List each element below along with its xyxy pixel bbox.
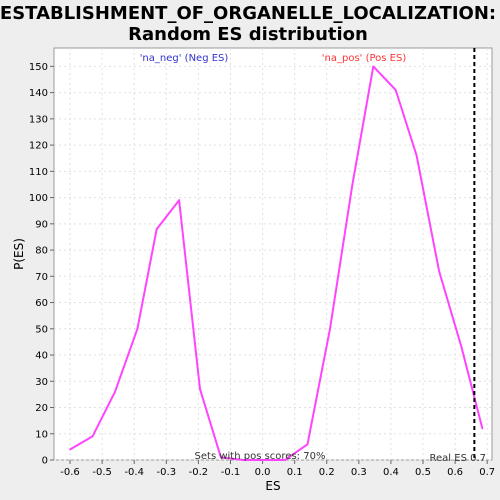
- data-point: [460, 346, 463, 349]
- y-tick-label: 60: [35, 298, 48, 309]
- y-tick-label: 20: [35, 403, 48, 414]
- data-point: [394, 89, 397, 91]
- y-tick-label: 30: [35, 377, 48, 388]
- x-tick-label: -0.2: [189, 467, 209, 478]
- x-tick-label: -0.3: [157, 467, 177, 478]
- data-point: [155, 228, 158, 230]
- y-tick-label: 40: [35, 351, 48, 362]
- data-point: [91, 435, 94, 438]
- data-point: [415, 154, 418, 157]
- axis-ticks: 0 10 20 30 40 50 60 70 80 90 100 110 120 130 140 150 -0.…: [29, 62, 495, 478]
- y-tick-label: 10: [35, 429, 48, 440]
- data-point: [329, 327, 331, 330]
- data-point: [481, 427, 484, 430]
- data-point: [199, 388, 201, 391]
- x-axis-label: ES: [265, 479, 280, 493]
- y-tick-label: 140: [29, 88, 48, 99]
- y-tick-label: 80: [35, 246, 48, 257]
- y-axis-label: P(ES): [12, 238, 26, 270]
- data-point: [242, 459, 245, 461]
- chart-title-line-1: ESTABLISHMENT_OF_ORGANELLE_LOCALIZATION:: [0, 3, 496, 24]
- neg-es-label: 'na_neg' (Neg ES): [140, 53, 229, 64]
- es-distribution-line: [69, 65, 484, 461]
- data-point: [438, 270, 440, 272]
- y-tick-label: 110: [29, 167, 48, 178]
- x-tick-label: -0.4: [124, 467, 144, 478]
- data-point: [351, 183, 354, 186]
- x-tick-label: 0.4: [383, 467, 399, 478]
- grid-lines: [54, 48, 492, 461]
- sets-with-pos-scores-label: Sets with pos scores: 70%: [195, 451, 326, 462]
- x-tick-label: -0.1: [221, 467, 241, 478]
- data-point: [178, 199, 181, 202]
- y-tick-label: 150: [29, 62, 48, 73]
- data-point: [372, 65, 375, 68]
- data-point: [136, 327, 139, 330]
- x-tick-label: 0.7: [479, 467, 495, 478]
- data-point: [284, 459, 286, 461]
- data-point: [69, 448, 71, 451]
- plot-area: [53, 47, 493, 461]
- x-tick-label: 0.6: [447, 467, 463, 478]
- y-tick-label: 120: [29, 141, 48, 152]
- y-tick-label: 50: [35, 324, 48, 335]
- y-tick-label: 90: [35, 219, 48, 230]
- data-point: [306, 443, 309, 446]
- pos-es-label: 'na_pos' (Pos ES): [322, 53, 407, 64]
- x-tick-label: -0.5: [92, 467, 112, 478]
- y-tick-label: 130: [29, 114, 48, 125]
- y-tick-label: 70: [35, 272, 48, 283]
- y-tick-label: 100: [29, 193, 48, 204]
- x-tick-label: 0.0: [255, 467, 271, 478]
- data-point: [261, 459, 264, 461]
- x-tick-label: 0.3: [351, 467, 367, 478]
- series-layer: [69, 65, 484, 461]
- chart-title-line-2: Random ES distribution: [128, 24, 368, 45]
- y-tick-label: 0: [42, 456, 48, 467]
- data-point: [114, 390, 116, 393]
- x-tick-label: 0.1: [287, 467, 303, 478]
- real-es-label: Real ES 0.7: [430, 453, 486, 464]
- x-tick-label: 0.5: [415, 467, 431, 478]
- x-tick-label: -0.6: [60, 467, 80, 478]
- x-tick-label: 0.2: [319, 467, 335, 478]
- data-point: [219, 456, 222, 459]
